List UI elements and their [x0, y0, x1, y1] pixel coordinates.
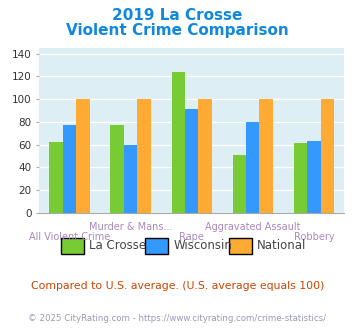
Text: 2019 La Crosse: 2019 La Crosse	[112, 8, 243, 23]
Bar	[49, 142, 63, 213]
Bar	[76, 99, 90, 213]
Bar	[137, 99, 151, 213]
Bar	[185, 109, 198, 213]
Bar	[321, 99, 334, 213]
Text: © 2025 CityRating.com - https://www.cityrating.com/crime-statistics/: © 2025 CityRating.com - https://www.city…	[28, 314, 327, 323]
Text: Robbery: Robbery	[294, 232, 334, 242]
Text: Compared to U.S. average. (U.S. average equals 100): Compared to U.S. average. (U.S. average …	[31, 281, 324, 291]
Text: Rape: Rape	[179, 232, 204, 242]
Text: National: National	[257, 239, 307, 252]
Bar	[110, 125, 124, 213]
Text: Murder & Mans...: Murder & Mans...	[89, 222, 173, 232]
Bar	[124, 145, 137, 213]
Text: All Violent Crime: All Violent Crime	[29, 232, 110, 242]
Bar	[294, 144, 307, 213]
Text: Aggravated Assault: Aggravated Assault	[205, 222, 301, 232]
Text: La Crosse: La Crosse	[89, 239, 146, 252]
Bar	[198, 99, 212, 213]
Bar	[260, 99, 273, 213]
Bar	[307, 141, 321, 213]
Bar	[63, 125, 76, 213]
Text: Violent Crime Comparison: Violent Crime Comparison	[66, 23, 289, 38]
Bar	[171, 72, 185, 213]
Bar	[233, 155, 246, 213]
Bar	[246, 122, 260, 213]
Text: Wisconsin: Wisconsin	[173, 239, 232, 252]
